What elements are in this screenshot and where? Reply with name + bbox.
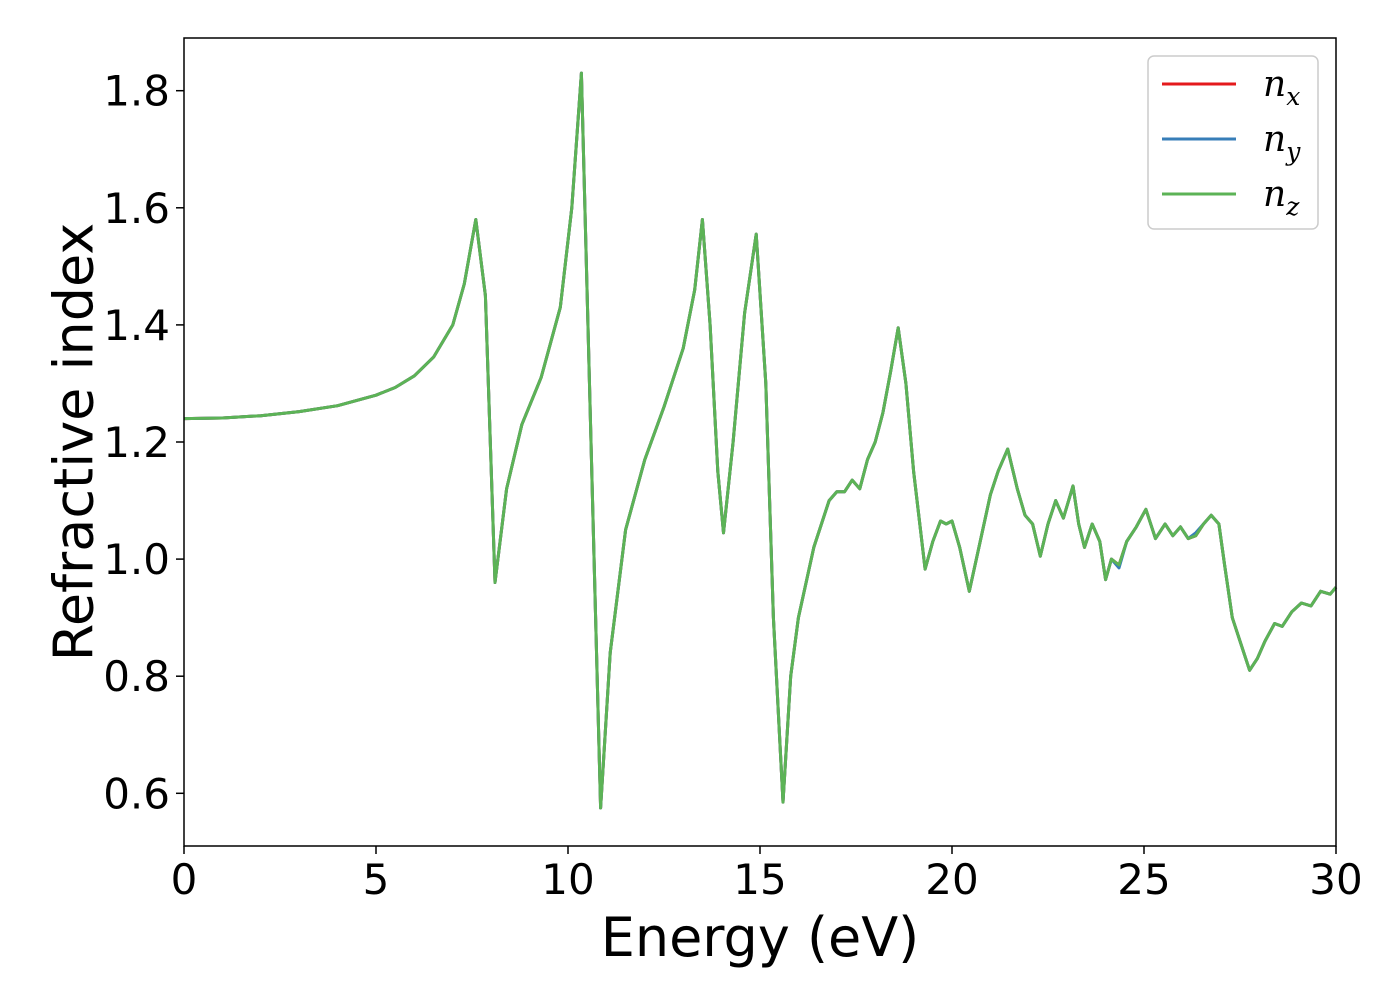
tick-layer: 0 5 10 15 20 25 30 0.6 0.8 1.0 1.2 1.4 1.6 1.8 xyxy=(103,67,1363,904)
legend-label-x: nx xyxy=(1263,64,1300,111)
x-axis-label: Energy (eV) xyxy=(601,906,920,969)
x-tick-label: 20 xyxy=(925,855,978,904)
y-tick-label: 1.0 xyxy=(103,535,170,584)
y-tick-label: 1.6 xyxy=(103,184,170,233)
x-tick-label: 0 xyxy=(171,855,198,904)
legend-label-z: nz xyxy=(1263,174,1300,221)
series-line-z xyxy=(183,71,1338,810)
y-tick-label: 0.8 xyxy=(103,652,170,701)
y-tick-label: 1.8 xyxy=(103,67,170,116)
legend-label-y: ny xyxy=(1263,119,1301,166)
y-axis-label: Refractive index xyxy=(43,223,106,662)
x-tick-label: 30 xyxy=(1309,855,1362,904)
plot-frame xyxy=(183,37,1337,847)
legend: nx ny nz xyxy=(1147,55,1319,230)
x-tick-label: 5 xyxy=(363,855,390,904)
series-layer xyxy=(183,71,1338,810)
x-tick-label: 15 xyxy=(733,855,786,904)
y-tick-label: 0.6 xyxy=(103,769,170,818)
x-tick-label: 25 xyxy=(1117,855,1170,904)
x-tick-label: 10 xyxy=(541,855,594,904)
y-tick-label: 1.2 xyxy=(103,418,170,467)
legend-box xyxy=(1147,55,1319,230)
y-tick-label: 1.4 xyxy=(103,301,170,350)
